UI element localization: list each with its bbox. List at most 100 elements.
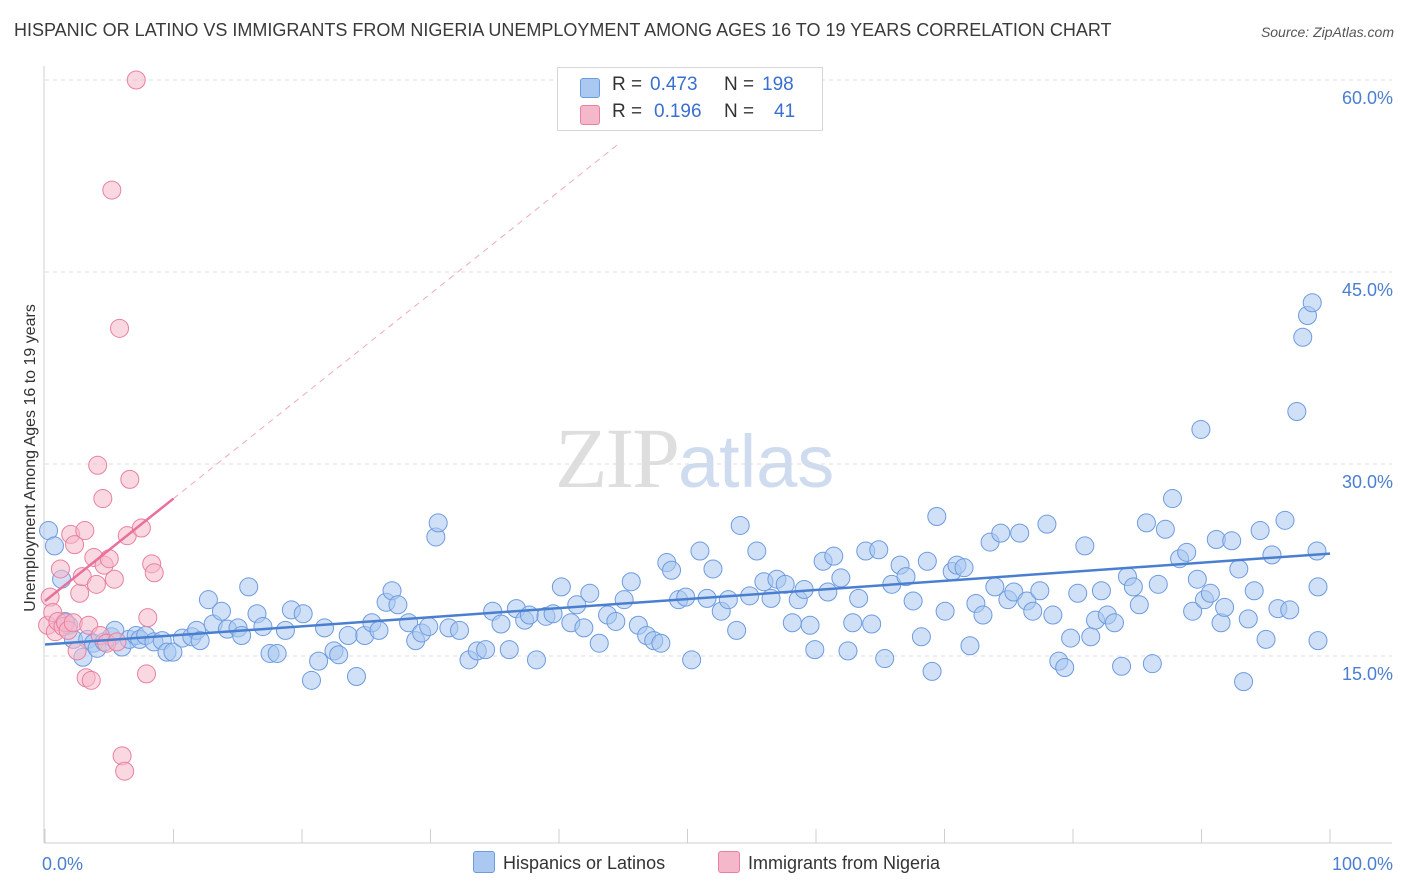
hispanic-point xyxy=(1183,601,1203,621)
hispanic-point xyxy=(1043,605,1063,625)
hispanic-point xyxy=(1238,609,1258,629)
hispanic-point xyxy=(1177,542,1197,562)
hispanic-point xyxy=(1250,521,1270,541)
hispanic-point xyxy=(1307,541,1327,561)
hispanic-point xyxy=(1280,600,1300,620)
hispanic-point xyxy=(730,515,750,535)
nigeria-point xyxy=(138,608,158,628)
nigeria-point xyxy=(126,70,146,90)
hispanic-point xyxy=(838,641,858,661)
hispanic-point xyxy=(824,546,844,566)
hispanic-point xyxy=(960,636,980,656)
hispanic-point xyxy=(682,650,702,670)
hispanic-point xyxy=(747,541,767,561)
trend-lines xyxy=(44,497,1331,646)
legend-marker-nigeria xyxy=(718,851,740,873)
hispanic-point xyxy=(782,613,802,633)
hispanic-point xyxy=(1256,629,1276,649)
hispanic-point xyxy=(662,560,682,580)
chart-title: HISPANIC OR LATINO VS IMMIGRANTS FROM NI… xyxy=(14,20,1112,40)
hispanic-point xyxy=(44,536,64,556)
legend-item-hispanic: Hispanics or Latinos xyxy=(473,851,665,874)
hispanic-point xyxy=(1215,597,1235,617)
hispanic-point xyxy=(338,626,358,646)
nigeria-point xyxy=(70,583,90,603)
tick-labels: 15.0% 30.0% 45.0% 60.0% 0.0% 100.0% xyxy=(42,88,1393,874)
hispanic-point xyxy=(1091,581,1111,601)
hispanic-point xyxy=(1275,510,1295,530)
hispanic-point xyxy=(301,670,321,690)
hispanic-point xyxy=(869,540,889,560)
nigeria-trend-extension xyxy=(173,144,618,499)
nigeria-point xyxy=(120,469,140,489)
hispanic-point xyxy=(574,618,594,638)
hispanic-point xyxy=(1234,672,1254,692)
hispanic-point xyxy=(329,645,349,665)
hispanic-point xyxy=(1061,628,1081,648)
hispanic-point xyxy=(1308,577,1328,597)
legend-r-value: 0.196 xyxy=(654,101,702,122)
hispanic-point xyxy=(1081,627,1101,647)
nigeria-trend-line xyxy=(44,497,175,602)
hispanic-point xyxy=(388,595,408,615)
hispanic-point xyxy=(1244,581,1264,601)
nigeria-trend-dashed xyxy=(173,144,618,499)
nigeria-point xyxy=(65,535,85,555)
hispanic-point xyxy=(1308,631,1328,651)
hispanic-point xyxy=(275,620,295,640)
hispanic-point xyxy=(818,582,838,602)
nigeria-point xyxy=(99,549,119,569)
hispanic-point xyxy=(491,614,511,634)
x-tick-label-min: 0.0% xyxy=(42,854,83,874)
hispanic-point xyxy=(1136,513,1156,533)
hispanic-point xyxy=(1030,581,1050,601)
axes xyxy=(43,66,1392,844)
nigeria-point xyxy=(81,670,101,690)
hispanic-point xyxy=(1075,536,1095,556)
hispanic-point xyxy=(917,551,937,571)
hispanic-point xyxy=(1010,523,1030,543)
nigeria-point xyxy=(115,761,135,781)
hispanic-point xyxy=(1004,582,1024,602)
hispanic-point xyxy=(450,620,470,640)
hispanic-point xyxy=(849,588,869,608)
hispanic-point xyxy=(973,605,993,625)
legend-item-nigeria: Immigrants from Nigeria xyxy=(718,851,940,874)
hispanic-point xyxy=(1129,595,1149,615)
hispanic-point xyxy=(526,650,546,670)
hispanic-point xyxy=(875,649,895,669)
hispanic-point xyxy=(499,640,519,660)
correlation-legend: R = 0.473 N = 198 R = 0.196 N = 41 xyxy=(557,67,823,131)
nigeria-point xyxy=(131,518,151,538)
legend-n-value: 41 xyxy=(774,101,796,122)
nigeria-point xyxy=(144,563,164,583)
hispanic-point xyxy=(315,618,335,638)
y-tick-label: 60.0% xyxy=(1342,88,1393,108)
hispanic-point xyxy=(567,595,587,615)
legend-marker-hispanic xyxy=(473,851,495,873)
nigeria-point xyxy=(93,489,113,509)
y-tick-label: 15.0% xyxy=(1342,664,1393,684)
hispanic-point xyxy=(419,617,439,637)
hispanic-point xyxy=(911,627,931,647)
hispanic-point xyxy=(606,611,626,631)
hispanic-point xyxy=(211,601,231,621)
legend-label-hispanic: Hispanics or Latinos xyxy=(503,853,666,873)
hispanic-point xyxy=(1148,574,1168,594)
hispanic-point xyxy=(190,631,210,651)
hispanic-point xyxy=(1191,419,1211,439)
hispanic-point xyxy=(1287,402,1307,422)
hispanic-point xyxy=(1155,519,1175,539)
hispanic-point xyxy=(163,642,183,662)
hispanic-point xyxy=(727,620,747,640)
hispanic-point xyxy=(862,614,882,634)
hispanic-point xyxy=(253,617,273,637)
legend-r-label: R = xyxy=(612,74,643,95)
hispanic-point xyxy=(239,577,259,597)
hispanic-point xyxy=(1142,654,1162,674)
legend-n-label: N = xyxy=(724,74,755,95)
hispanic-point xyxy=(1123,577,1143,597)
y-tick-label: 45.0% xyxy=(1342,280,1393,300)
hispanic-point xyxy=(614,590,634,610)
hispanic-point xyxy=(896,567,916,587)
